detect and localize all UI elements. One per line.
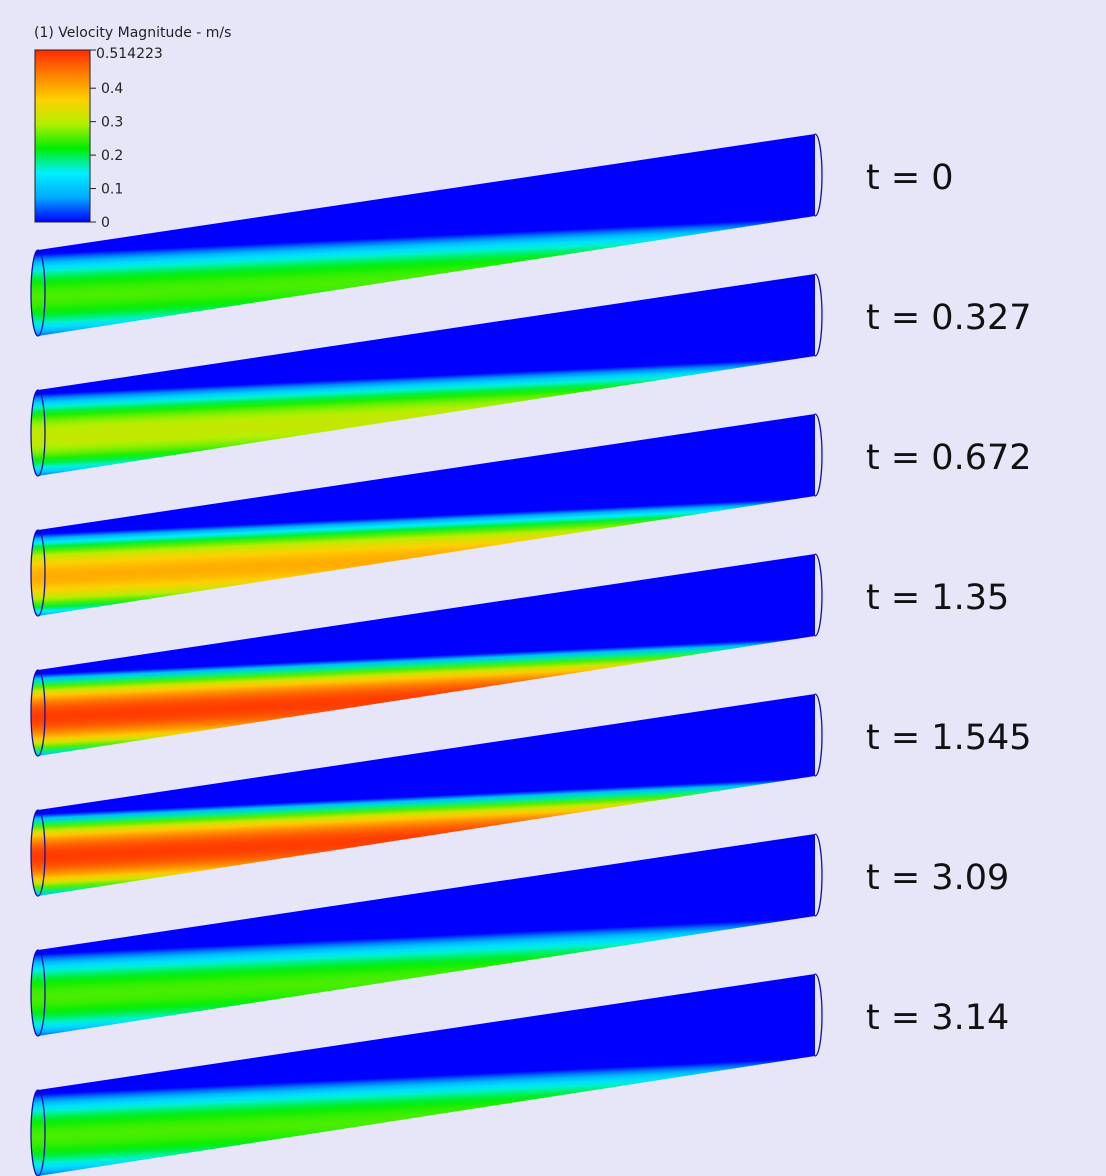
pipe-outlet-edge [814,413,823,497]
pipe-outlet-edge [814,553,823,637]
legend-tick-label: 0.1 [101,182,123,198]
pipe-inlet-cap [30,389,46,477]
pipe-snapshot: t = 0.672 [30,413,1032,617]
pipe-outlet-edge-back [807,833,816,917]
pipe-snapshot: t = 1.545 [30,693,1032,897]
pipe-snapshot: t = 0 [30,133,954,337]
time-label: t = 0 [866,158,954,198]
time-label: t = 3.14 [866,998,1009,1038]
pipe-outlet-edge [814,693,823,777]
legend-ticks: 0.4 0.3 0.2 0.1 0 [90,49,123,231]
pipe-outlet-edge [814,833,823,917]
time-label: t = 1.35 [866,578,1009,618]
legend-title: (1) Velocity Magnitude - m/s [34,25,231,41]
pipe-stack: t = 0 t = 0.327 t = 0.672 t = 1.35 t = 1.545… [30,133,1032,1176]
color-legend: (1) Velocity Magnitude - m/s 0.40.30.20.… [34,25,231,231]
pipe-outlet-edge-back [807,133,816,217]
legend-tick-label: 0.3 [101,115,123,131]
pipe-inlet-cap [30,669,46,757]
pipe-body [38,274,815,476]
pipe-outlet-edge-back [807,413,816,497]
pipe-body [38,554,815,756]
pipe-body [38,694,815,896]
time-label: t = 3.09 [866,858,1009,898]
legend-tick-label: 0.2 [101,148,123,164]
pipe-outlet-edge-back [807,553,816,637]
pipe-inlet-cap [30,809,46,897]
pipe-snapshot: t = 1.35 [30,553,1009,757]
pipe-snapshot: t = 3.09 [30,833,1009,1037]
pipe-body [38,134,815,336]
pipe-inlet-cap [30,249,46,337]
time-label: t = 0.327 [866,298,1032,338]
pipe-outlet-edge [814,273,823,357]
pipe-snapshot: t = 0.327 [30,273,1032,477]
time-label: t = 0.672 [866,438,1032,478]
pipe-outlet-edge-back [807,693,816,777]
legend-tick-label: 0 [101,215,110,231]
pipe-inlet-cap [30,949,46,1037]
pipe-outlet-edge [814,973,823,1057]
pipe-body [38,834,815,1036]
pipe-outlet-edge-back [807,273,816,357]
pipe-body [38,414,815,616]
pipe-inlet-cap [30,1089,46,1176]
pipe-outlet-edge-back [807,973,816,1057]
legend-max-label: 0.514223 [96,46,163,62]
pipe-body [38,974,815,1176]
legend-tick-label: 0.4 [101,81,123,97]
pipe-snapshot: t = 3.14 [30,973,1009,1176]
colorbar [34,49,91,223]
pipe-inlet-cap [30,529,46,617]
pipe-outlet-edge [814,133,823,217]
time-label: t = 1.545 [866,718,1032,758]
